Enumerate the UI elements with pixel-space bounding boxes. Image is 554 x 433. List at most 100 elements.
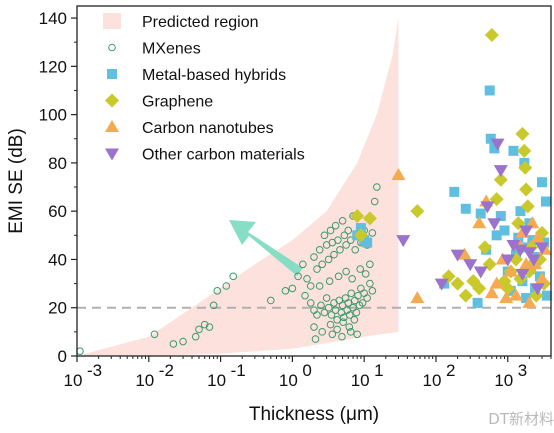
series-0 [76,183,381,355]
data-point [345,311,354,319]
data-point [489,143,500,154]
data-point [506,239,521,252]
data-point [472,297,483,308]
data-point [288,284,297,293]
data-point [520,199,535,214]
data-point [508,145,519,156]
data-point [450,249,465,262]
data-point [317,301,325,310]
data-point [362,211,377,226]
data-point [368,287,377,295]
data-point [472,216,487,229]
data-point [315,282,324,290]
legend-item: Graphene [105,93,213,111]
data-point [519,225,534,238]
data-point [526,254,541,267]
data-point [345,323,354,331]
data-point [229,272,238,281]
data-marks [76,27,553,355]
x-tick-label: 10 [351,371,370,390]
data-point [318,328,326,336]
y-tick-label: 80 [48,154,67,173]
data-point [490,138,505,151]
legend-label: Graphene [142,94,213,111]
y-axis-ticks: 0 20 40 60 80 100 120 140 [39,9,77,366]
data-point [222,282,231,290]
data-point [522,247,537,260]
data-point [344,299,353,307]
data-point [503,264,518,277]
x-tick-label: 10 [494,371,513,390]
y-tick-label: 120 [39,57,67,76]
data-point [179,337,187,346]
data-point [458,288,473,303]
y-tick-label: 140 [39,9,67,28]
data-point [484,286,499,299]
data-point [342,267,350,276]
data-point [299,260,307,269]
data-point [326,226,335,235]
data-point [366,279,374,288]
data-point [76,347,84,355]
data-point [391,167,406,180]
data-point [350,315,359,324]
data-point [347,289,356,298]
data-point [281,287,290,295]
data-point [346,328,355,336]
data-point [352,308,361,317]
data-point [525,216,540,229]
data-point [338,217,347,225]
data-point [363,294,371,302]
data-point [150,330,159,339]
data-point [366,260,374,269]
legend-swatch [105,93,119,108]
data-point [535,242,550,255]
data-point [310,323,318,331]
data-point [205,323,214,331]
data-point [460,203,471,214]
data-point [521,293,532,304]
data-point [475,208,486,219]
data-point [540,196,551,207]
data-point [358,299,367,307]
x-tick-label: 10 [423,371,442,390]
data-point [535,271,550,284]
data-point [508,252,523,267]
data-point [322,294,331,302]
legend-item: Other carbon materials [105,147,305,164]
data-point [310,253,318,261]
data-point [311,335,320,343]
data-point [324,255,333,264]
data-point [529,288,544,303]
data-point [327,311,336,319]
data-point [350,209,365,223]
predicted-region [77,18,399,356]
data-point [480,201,495,214]
data-point [355,223,366,234]
data-point [330,250,338,259]
data-point [344,226,353,235]
data-point [338,332,346,341]
plot-clip-layer [76,18,553,356]
arrow [229,220,303,276]
data-point [169,340,178,348]
data-point [499,225,510,236]
data-point [537,177,548,188]
data-point [530,230,545,243]
legend-label: Carbon nanotubes [142,120,274,137]
legend-item: MXenes [108,41,201,58]
x-tick-label: 10 [135,371,154,390]
data-point [449,186,460,197]
data-point [463,259,478,272]
data-point [191,332,200,341]
x-tick-exponent: -1 [231,361,246,380]
data-point [334,236,342,244]
data-point [213,287,222,295]
data-point [356,265,364,273]
data-point [508,288,523,301]
data-point [325,277,334,285]
data-point [353,330,362,339]
data-point [331,221,340,230]
data-point [313,311,321,319]
data-point [493,172,508,187]
